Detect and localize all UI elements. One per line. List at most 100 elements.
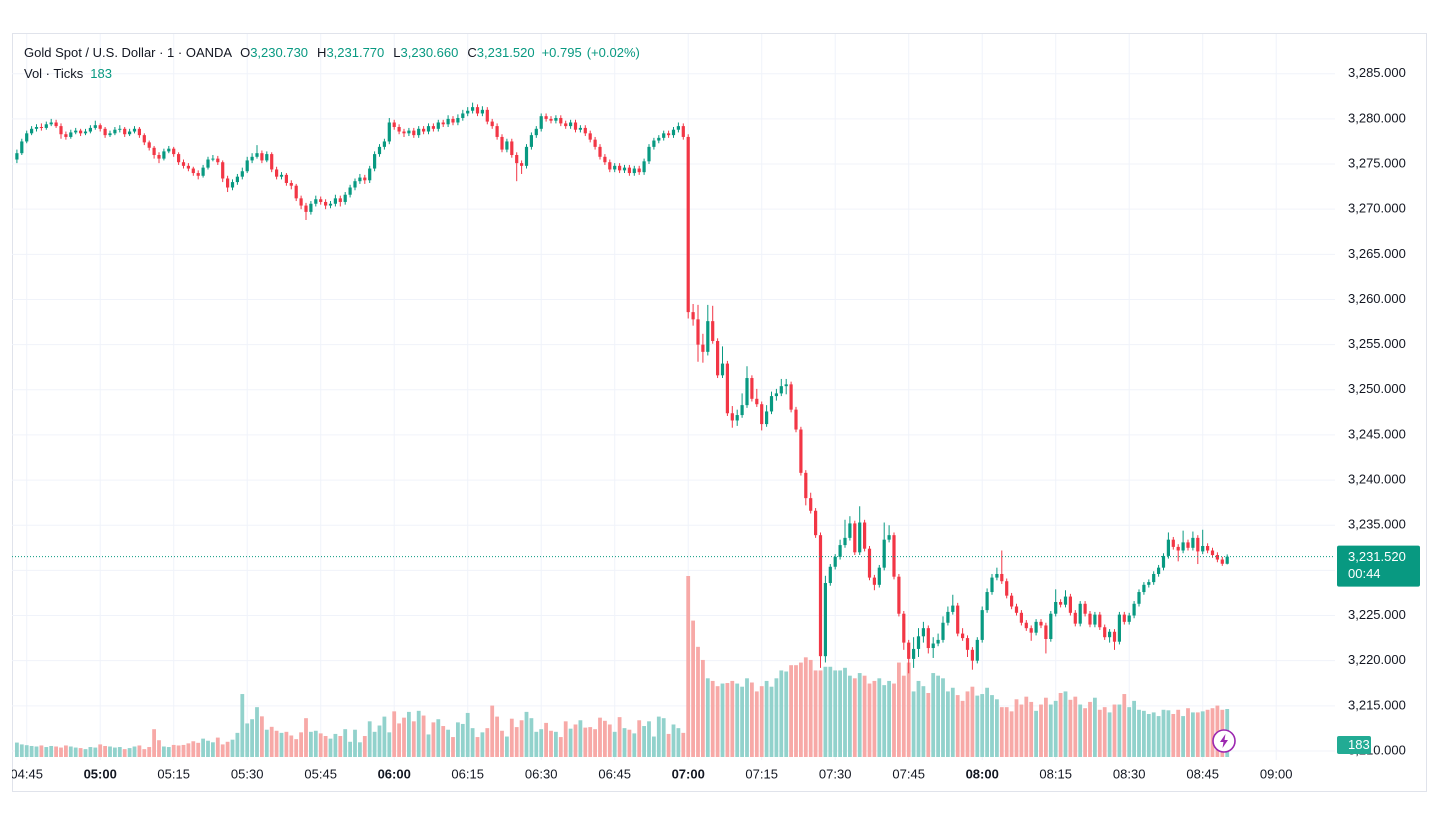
replay-button[interactable] <box>1212 729 1236 753</box>
volume-bar <box>274 730 279 757</box>
volume-bar <box>926 692 931 757</box>
volume-bar <box>901 675 906 757</box>
volume-bar <box>171 744 176 757</box>
volume-bar <box>127 748 132 757</box>
volume-bar <box>691 620 695 757</box>
candle-body <box>1034 621 1038 633</box>
candle-body <box>569 122 573 127</box>
candle-body <box>451 118 455 123</box>
volume-bar <box>113 747 117 757</box>
candle-body <box>1073 612 1077 624</box>
candle-body <box>34 127 39 129</box>
candle-body <box>809 498 813 511</box>
volume-bar <box>1068 699 1073 757</box>
legend-row: Gold Spot / U.S. Dollar · 1 · OANDA O3,23… <box>24 45 640 60</box>
candle-body <box>255 153 259 157</box>
volume-badge-label: 183 <box>1348 737 1370 752</box>
volume-bar <box>436 719 441 757</box>
y-tick-label: 3,240.000 <box>1348 472 1406 487</box>
candle-body <box>1103 627 1107 638</box>
candle-body <box>853 523 857 553</box>
candle-body <box>490 121 494 127</box>
candle-body <box>706 321 710 352</box>
x-tick-label: 05:30 <box>231 766 264 781</box>
y-tick-label: 3,215.000 <box>1348 697 1406 712</box>
candle-body <box>1206 545 1210 551</box>
candle-body <box>956 605 960 634</box>
candle-body <box>1166 539 1170 556</box>
candle-body <box>1215 555 1219 560</box>
candle-body <box>794 409 798 430</box>
candle-body <box>299 198 303 206</box>
candle-body <box>872 577 876 585</box>
candle-body <box>1019 612 1023 623</box>
volume-bar <box>1014 699 1019 757</box>
candle-body <box>735 415 739 421</box>
volume-bar <box>220 744 225 757</box>
volume-bar <box>573 724 578 757</box>
volume-bar <box>480 732 485 757</box>
volume-bar <box>857 673 862 757</box>
candle-body <box>559 117 563 124</box>
volume-bar <box>240 694 245 757</box>
volume-bar <box>1122 694 1127 757</box>
candle-body <box>1152 573 1156 583</box>
candle-body <box>529 135 533 147</box>
volume-bar <box>39 745 44 757</box>
candle-body <box>319 199 323 202</box>
candle-body <box>1157 567 1161 574</box>
candle-body <box>882 539 886 568</box>
candle-body <box>1112 631 1117 642</box>
volume-bar <box>1083 708 1087 757</box>
candle-body <box>863 522 867 549</box>
candle-body <box>720 363 725 376</box>
candle-body <box>510 141 514 155</box>
candle-body <box>887 535 891 540</box>
volume-bar <box>323 736 328 757</box>
volume-bar <box>142 749 147 757</box>
candle-body <box>784 384 788 387</box>
volume-bar <box>750 682 754 757</box>
candle-body <box>1054 601 1058 614</box>
volume-bar <box>754 691 759 757</box>
ohlc-key: H <box>317 45 326 60</box>
volume-bar <box>656 716 661 757</box>
candle-body <box>990 577 994 593</box>
change-value: +0.795 <box>542 45 582 60</box>
candle-body <box>701 344 705 352</box>
volume-bar <box>946 691 950 757</box>
candle-body <box>603 156 607 163</box>
volume-bar <box>705 678 710 757</box>
candle-body <box>980 610 984 640</box>
candle-body <box>970 649 974 661</box>
candle-body <box>965 638 970 650</box>
y-tick-label: 3,220.000 <box>1348 652 1406 667</box>
volume-bar <box>313 730 318 757</box>
x-tick-label: 05:00 <box>84 766 117 781</box>
volume-bar <box>294 739 299 757</box>
candle-body <box>1196 537 1200 552</box>
candle-body <box>270 154 274 170</box>
volume-bar <box>309 731 313 757</box>
candle-body <box>750 378 754 399</box>
volume-bar <box>367 721 372 757</box>
volume-bar <box>813 670 818 757</box>
volume-bar <box>1019 704 1024 757</box>
candle-body <box>1029 628 1033 633</box>
volume-bar <box>642 726 646 757</box>
volume-bar <box>897 662 901 757</box>
volume-bar <box>539 729 544 757</box>
candle-body <box>250 156 254 161</box>
candle-body <box>858 522 862 553</box>
countdown-label: 00:44 <box>1348 566 1381 581</box>
candle-body <box>426 126 431 132</box>
volume-bar <box>206 740 210 757</box>
volume-bar <box>485 728 490 757</box>
volume-bar <box>426 734 431 757</box>
candle-body <box>368 168 372 181</box>
ohlc-value: 3,230.730 <box>250 45 308 60</box>
candle-body <box>632 168 636 174</box>
candle-body <box>1014 606 1019 613</box>
